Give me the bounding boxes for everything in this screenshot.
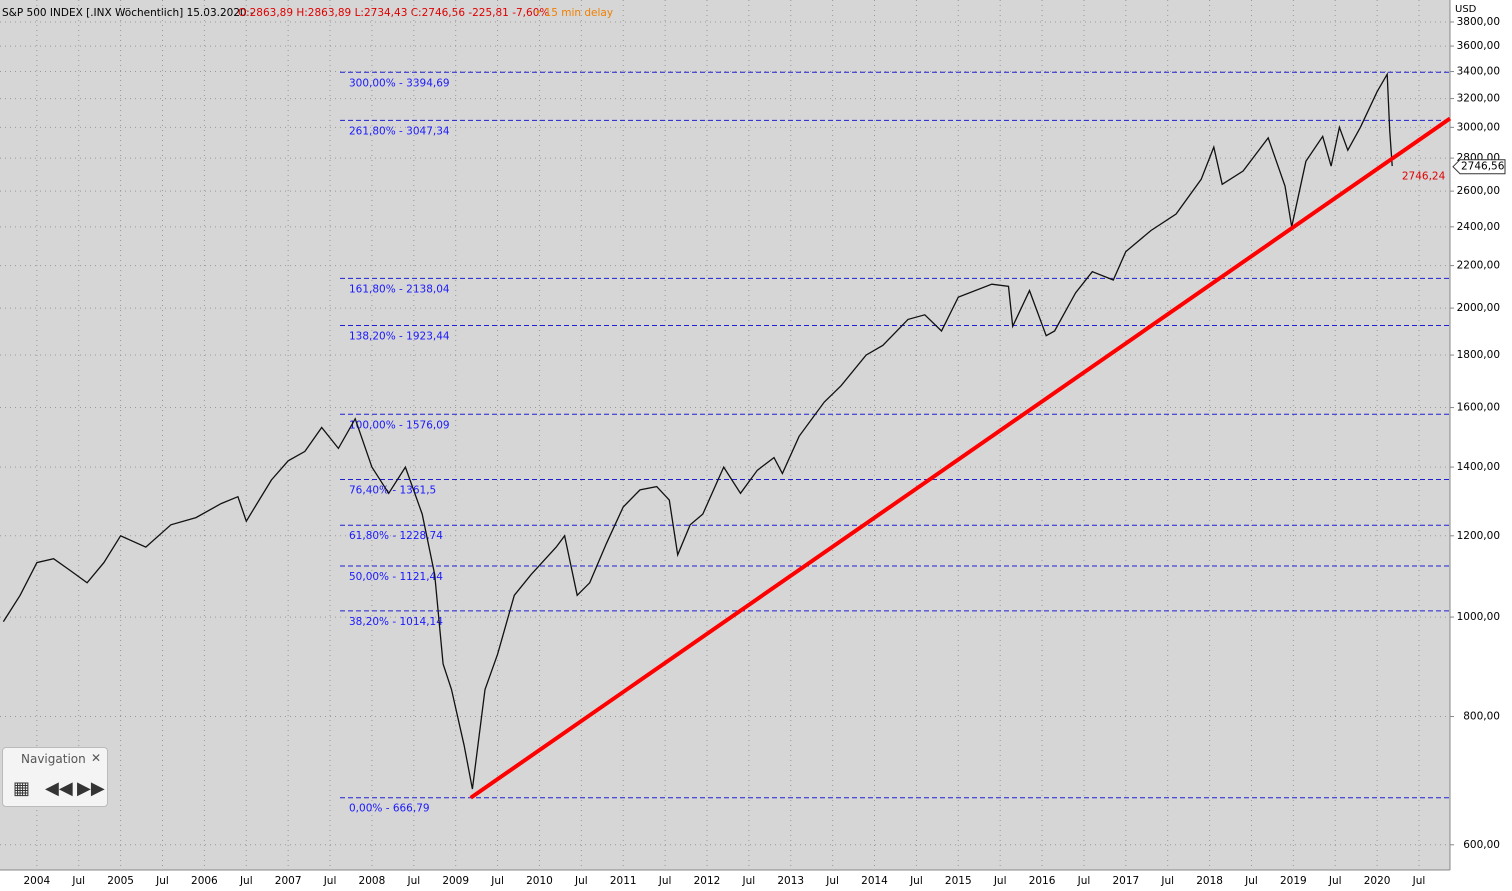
y-axis-panel xyxy=(1450,0,1512,891)
header-name: S&P 500 INDEX [.INX Wöchentlich] 15.03.2… xyxy=(2,7,254,19)
y-tick-label: 3600,00 xyxy=(1457,40,1500,52)
trend-line xyxy=(469,116,1452,800)
x-tick-label: Jul xyxy=(658,875,672,887)
fib-label: 300,00% - 3394,69 xyxy=(349,77,450,89)
y-tick-label: 1600,00 xyxy=(1457,402,1500,414)
header-delay: • 15 min delay xyxy=(535,7,613,19)
x-tick-label: 2011 xyxy=(610,875,637,887)
x-tick-label: Jul xyxy=(1412,875,1426,887)
navigation-title: Navigation xyxy=(21,752,86,766)
x-tick-label: Jul xyxy=(1160,875,1174,887)
fib-label: 161,80% - 2138,04 xyxy=(349,283,450,295)
x-tick-label: Jul xyxy=(323,875,337,887)
x-tick-label: 2016 xyxy=(1029,875,1056,887)
y-tick-label: 1200,00 xyxy=(1457,530,1500,542)
x-tick-label: 2008 xyxy=(359,875,386,887)
annotation: 2746,24 xyxy=(1402,171,1446,183)
fib-label: 138,20% - 1923,44 xyxy=(349,330,450,342)
x-tick-label: 2013 xyxy=(777,875,804,887)
fib-label: 61,80% - 1228,74 xyxy=(349,530,443,542)
x-tick-label: 2012 xyxy=(694,875,721,887)
x-tick-label: Jul xyxy=(406,875,420,887)
x-tick-label: Jul xyxy=(909,875,923,887)
x-tick-label: Jul xyxy=(490,875,504,887)
plot-area xyxy=(0,0,1450,870)
close-button[interactable]: ✕ xyxy=(90,751,101,765)
x-tick-label: 2017 xyxy=(1112,875,1139,887)
x-tick-label: Jul xyxy=(239,875,253,887)
fib-label: 0,00% - 666,79 xyxy=(349,803,430,815)
y-tick-label: 3800,00 xyxy=(1457,16,1500,28)
fib-label: 261,80% - 3047,34 xyxy=(349,125,450,137)
fib-label: 100,00% - 1576,09 xyxy=(349,419,450,431)
x-tick-label: 2004 xyxy=(23,875,50,887)
x-tick-label: 2006 xyxy=(191,875,218,887)
y-tick-label: 2200,00 xyxy=(1457,260,1500,272)
x-tick-label: 2007 xyxy=(275,875,302,887)
y-tick-label: 2600,00 xyxy=(1457,185,1500,197)
x-tick-label: Jul xyxy=(1244,875,1258,887)
x-tick-label: Jul xyxy=(71,875,85,887)
y-tick-label: 3200,00 xyxy=(1457,93,1500,105)
x-tick-label: 2019 xyxy=(1280,875,1307,887)
last-price-label: 2746,56 xyxy=(1461,161,1505,173)
fib-label: 50,00% - 1121,44 xyxy=(349,571,443,583)
x-tick-label: 2015 xyxy=(945,875,972,887)
x-tick-label: Jul xyxy=(1328,875,1342,887)
x-tick-label: 2018 xyxy=(1196,875,1223,887)
y-tick-label: 2400,00 xyxy=(1457,221,1500,233)
grid-button[interactable]: ▦ xyxy=(13,778,31,799)
fib-label: 38,20% - 1014,14 xyxy=(349,616,443,628)
x-tick-label: 2020 xyxy=(1364,875,1391,887)
price-line xyxy=(2,71,1393,790)
x-tick-label: Jul xyxy=(155,875,169,887)
x-tick-label: Jul xyxy=(825,875,839,887)
back-button[interactable]: ◀◀ xyxy=(45,778,73,799)
y-tick-label: 3000,00 xyxy=(1457,121,1500,133)
y-tick-label: 2000,00 xyxy=(1457,302,1500,314)
x-tick-label: Jul xyxy=(574,875,588,887)
y-tick-label: 3400,00 xyxy=(1457,66,1500,78)
x-tick-label: 2005 xyxy=(107,875,134,887)
x-tick-label: Jul xyxy=(993,875,1007,887)
y-tick-label: 800,00 xyxy=(1463,711,1500,723)
x-tick-label: Jul xyxy=(1077,875,1091,887)
y-tick-label: 1000,00 xyxy=(1457,611,1500,623)
x-tick-label: 2014 xyxy=(861,875,888,887)
x-tick-label: Jul xyxy=(742,875,756,887)
x-tick-label: 2010 xyxy=(526,875,553,887)
header-ohlc: O:2863,89 H:2863,89 L:2734,43 C:2746,56 … xyxy=(238,7,549,19)
currency-label: USD xyxy=(1455,4,1477,15)
navigation-panel: Navigation ✕ ▦ ◀◀ ▶▶ xyxy=(2,747,108,807)
y-tick-label: 600,00 xyxy=(1463,839,1500,851)
x-tick-label: 2009 xyxy=(442,875,469,887)
forward-button[interactable]: ▶▶ xyxy=(77,778,105,799)
y-tick-label: 1400,00 xyxy=(1457,461,1500,473)
y-tick-label: 1800,00 xyxy=(1457,349,1500,361)
last-price-box xyxy=(1452,159,1506,175)
